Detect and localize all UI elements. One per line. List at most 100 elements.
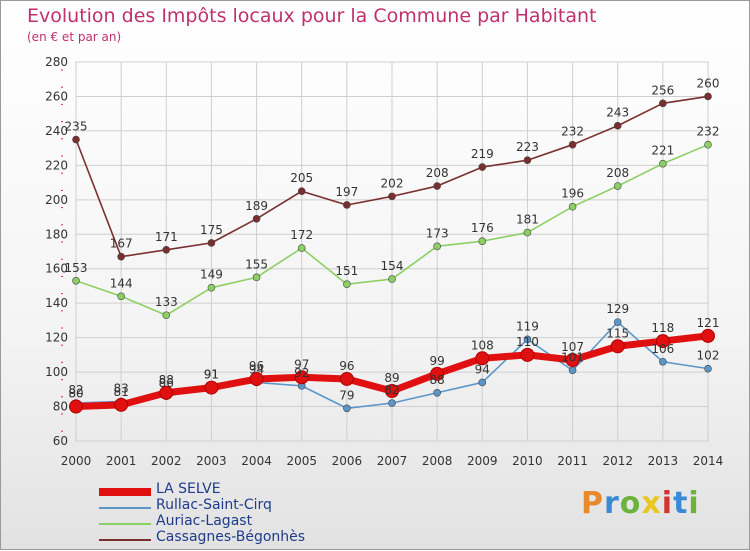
logo-letter: r [604, 486, 620, 521]
data-label: 149 [200, 268, 223, 282]
legend-swatch [99, 539, 151, 541]
data-point [568, 366, 577, 375]
logo-letter: o [619, 486, 642, 521]
y-tick-label: 260 [45, 89, 68, 103]
data-label: 94 [475, 362, 490, 376]
data-point [72, 135, 80, 144]
data-label: 208 [606, 166, 629, 180]
data-point [252, 273, 261, 282]
data-point [69, 399, 83, 414]
data-label: 86 [159, 376, 174, 390]
x-tick-label: 2006 [332, 454, 363, 468]
data-point [72, 276, 80, 285]
y-tick-label: 240 [45, 124, 68, 138]
data-label: 97 [294, 357, 309, 371]
data-point [249, 371, 264, 386]
logo-letter: i [688, 486, 700, 521]
data-label: 115 [606, 326, 629, 340]
data-label: 235 [65, 120, 88, 134]
data-label: 144 [110, 276, 133, 290]
data-label: 119 [516, 319, 539, 333]
data-point [294, 370, 309, 385]
logo-letter: t [673, 486, 689, 521]
x-tick-label: 2009 [467, 454, 498, 468]
data-label: 106 [651, 342, 674, 356]
data-label: 219 [471, 147, 494, 161]
y-tick-label: 60 [53, 434, 68, 448]
data-label: 155 [245, 257, 268, 271]
data-label: 173 [426, 226, 449, 240]
proxiti-logo: Proxiti [581, 486, 700, 521]
data-point [478, 378, 487, 387]
y-tick-label: 80 [53, 400, 68, 414]
x-tick-label: 2001 [106, 454, 137, 468]
data-point [659, 159, 667, 168]
y-tick-label: 140 [45, 296, 68, 310]
data-label: 260 [697, 76, 720, 90]
chart-title: Evolution des Impôts locaux pour la Comm… [27, 5, 597, 27]
y-tick-label: 160 [45, 262, 68, 276]
data-point [478, 163, 487, 171]
data-label: 176 [471, 221, 494, 235]
data-label: 102 [697, 349, 720, 363]
data-label: 118 [651, 321, 674, 335]
logo-letter: P [581, 486, 604, 521]
data-label: 232 [561, 125, 584, 139]
legend-swatch [99, 488, 151, 496]
chart-subtitle: (en € et par an) [27, 30, 122, 44]
data-point [704, 364, 712, 373]
data-point [659, 99, 667, 108]
data-point [388, 275, 396, 283]
data-point [252, 214, 261, 223]
data-point [655, 334, 670, 349]
data-point [613, 121, 622, 130]
x-tick-label: 2004 [241, 454, 272, 468]
legend-label: LA SELVE [156, 481, 221, 497]
data-label: 94 [249, 362, 264, 376]
data-label: 110 [516, 335, 539, 349]
data-label: 223 [516, 140, 539, 154]
data-point [207, 239, 216, 247]
data-point [162, 245, 171, 254]
data-label: 101 [561, 350, 584, 364]
data-point [297, 187, 306, 196]
data-label: 88 [430, 373, 445, 387]
data-label: 108 [471, 338, 494, 352]
data-point [523, 156, 532, 164]
data-label: 153 [65, 261, 88, 275]
x-tick-label: 2014 [693, 454, 724, 468]
data-point [117, 292, 125, 301]
data-label: 154 [381, 259, 404, 273]
data-point [704, 140, 712, 149]
data-label: 189 [245, 199, 268, 213]
x-tick-label: 2005 [286, 454, 317, 468]
data-point [613, 318, 622, 326]
x-tick-label: 2010 [512, 454, 543, 468]
data-label: 88 [159, 373, 174, 387]
data-label: 243 [606, 106, 629, 120]
data-point [204, 380, 219, 395]
data-label: 221 [651, 144, 674, 158]
data-point [430, 366, 445, 381]
data-point [343, 201, 351, 209]
logo-letter: x [641, 486, 662, 521]
x-tick-label: 2000 [61, 454, 92, 468]
data-point [568, 202, 577, 211]
legend-label: Cassagnes-Bégonhès [156, 529, 306, 545]
data-label: 83 [114, 381, 129, 395]
data-label: 232 [697, 125, 720, 139]
x-tick-label: 2012 [602, 454, 633, 468]
logo-letter: i [661, 486, 674, 521]
legend-label: Rullac-Saint-Cirq [156, 497, 272, 513]
x-tick-label: 2013 [648, 454, 679, 468]
data-point [613, 182, 622, 190]
legend-label: Auriac-Lagast [156, 513, 253, 529]
data-point [520, 347, 535, 362]
data-point [659, 357, 667, 366]
x-tick-label: 2007 [377, 454, 408, 468]
data-label: 82 [68, 383, 83, 397]
x-tick-label: 2008 [422, 454, 453, 468]
data-label: 81 [114, 385, 129, 399]
